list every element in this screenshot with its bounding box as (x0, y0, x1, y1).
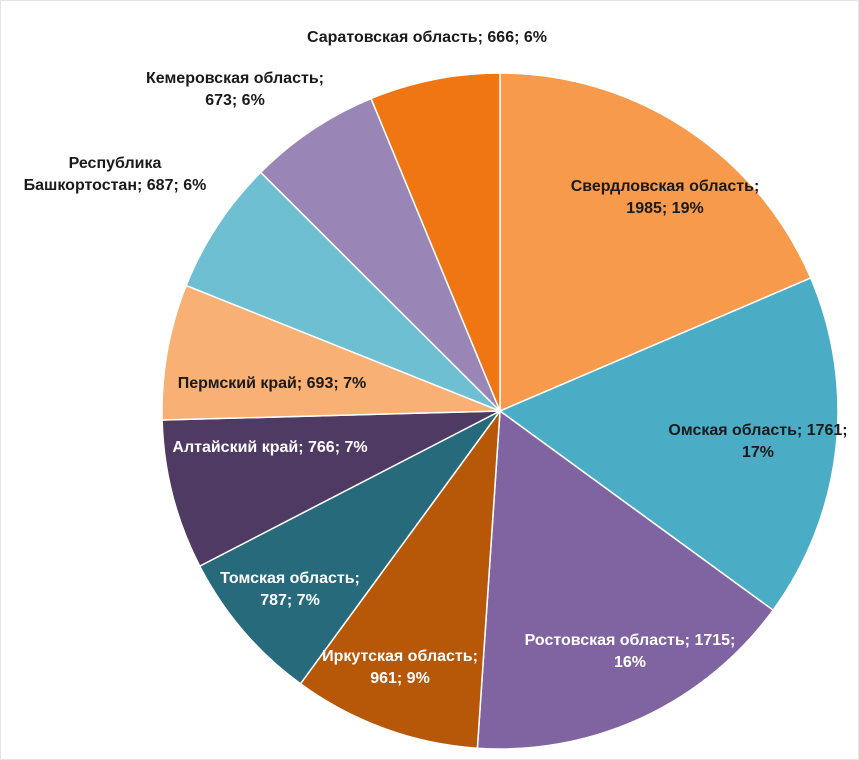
pie-slice (476, 409, 775, 750)
pie-slice (499, 72, 812, 413)
pie-slice (161, 284, 501, 421)
data-label: Саратовская область; 666; 6% (307, 29, 547, 46)
data-label: Свердловская область; 1985; 19% (570, 178, 760, 217)
data-label: Томская область; 787; 7% (220, 570, 360, 609)
pie-slice (370, 72, 501, 412)
data-label: Кемеровская область; 673; 6% (146, 70, 324, 109)
pie-slice (161, 410, 501, 568)
pie-slice (185, 171, 501, 412)
data-label: Алтайский край; 766; 7% (172, 439, 368, 456)
pie-slice (498, 276, 839, 612)
pie-slice (198, 410, 501, 685)
data-label: Иркутская область; 961; 9% (322, 648, 478, 687)
pie-slice (299, 408, 501, 750)
data-label: Ростовская область; 1715; 16% (524, 632, 736, 671)
data-label: Омская область; 1761; 17% (668, 422, 848, 461)
pie-slice (259, 97, 501, 412)
data-label: Пермский край; 693; 7% (177, 375, 367, 392)
data-label: Республика Башкортостан; 687; 6% (23, 155, 207, 194)
